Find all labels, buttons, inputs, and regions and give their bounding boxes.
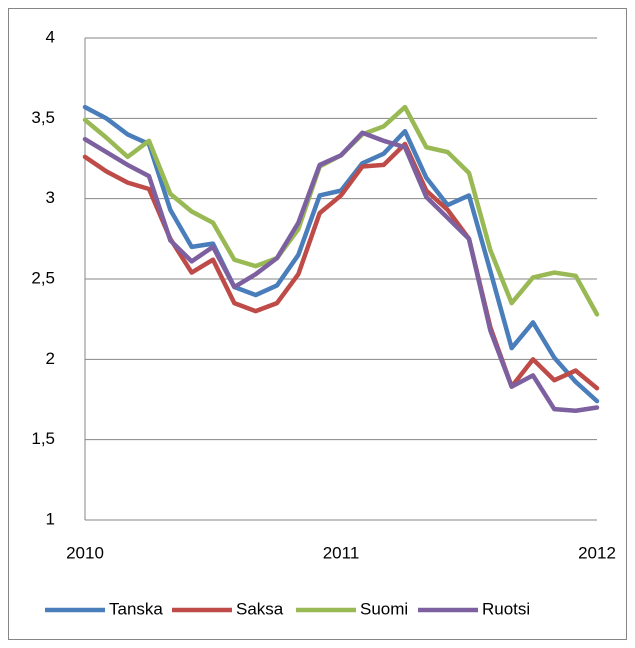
y-tick-label: 2,5	[31, 268, 55, 287]
x-tick-label: 2010	[66, 543, 104, 562]
chart-border	[8, 8, 627, 640]
y-tick-label: 3	[46, 188, 55, 207]
legend-label: Ruotsi	[482, 599, 530, 618]
legend-label: Tanska	[109, 599, 163, 618]
series-line	[82, 104, 600, 404]
series-line	[82, 130, 600, 413]
y-tick-label: 3,5	[31, 108, 55, 127]
legend-label: Saksa	[236, 599, 284, 618]
legend-label: Suomi	[360, 599, 408, 618]
y-tick-label: 4	[46, 27, 55, 46]
y-tick-label: 1,5	[31, 429, 55, 448]
x-tick-label: 2012	[578, 543, 616, 562]
x-tick-label: 2011	[323, 543, 360, 562]
y-tick-label: 2	[46, 349, 55, 368]
y-tick-label: 1	[46, 509, 55, 528]
